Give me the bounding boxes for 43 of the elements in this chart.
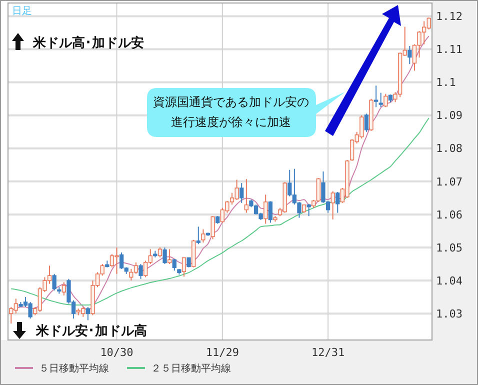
candlestick <box>374 85 378 108</box>
y-tick-label: 1.06 <box>436 208 462 222</box>
candlestick <box>336 191 340 214</box>
x-tick-label: 12/31 <box>311 346 345 359</box>
y-tick-label: 1.08 <box>436 142 462 156</box>
candlestick <box>306 203 311 217</box>
candlestick <box>244 178 248 214</box>
candlestick <box>168 248 172 265</box>
y-tick-label: 1.04 <box>436 274 463 288</box>
candlestick <box>196 226 200 245</box>
candlestick <box>138 264 143 280</box>
candlestick <box>62 282 66 296</box>
candlestick <box>240 182 244 204</box>
candlestick <box>378 92 383 108</box>
y-tick-label: 1.1 <box>436 76 456 90</box>
candlestick <box>408 45 412 65</box>
candlestick <box>158 246 162 258</box>
y-tick-label: 1.05 <box>436 241 462 254</box>
candlestick <box>264 194 268 224</box>
x-tick-label: 11/29 <box>206 346 239 359</box>
candlestick <box>201 228 206 244</box>
y-tick-label: 1.03 <box>436 307 462 320</box>
candlestick <box>384 93 388 108</box>
y-tick-label: 1.12 <box>436 10 462 24</box>
candlestick <box>210 216 215 240</box>
legend-label: ２５日移動平均線 <box>151 362 231 374</box>
annotation: 資源国通貨である加ドル安の進行速度が徐々に加速 <box>153 95 309 129</box>
candlestick <box>268 200 272 224</box>
x-tick-label: 10/30 <box>100 346 134 359</box>
candlestick <box>330 190 335 220</box>
annotation: 米ドル安･加ドル高 <box>35 323 147 339</box>
legend-label: ５日移動平均線 <box>39 362 109 374</box>
y-tick-label: 1.11 <box>436 43 462 56</box>
candlestick <box>162 246 167 265</box>
annotation: 米ドル高･加ドル安 <box>32 35 144 51</box>
candlestick <box>52 273 56 291</box>
y-tick-label: 1.07 <box>436 175 462 188</box>
candlestick <box>182 256 186 278</box>
candlestick <box>364 113 369 132</box>
candlestick <box>172 258 176 272</box>
chart-title: 日足 <box>12 6 32 17</box>
candlestick <box>86 306 90 321</box>
y-tick-label: 1.09 <box>436 109 462 122</box>
